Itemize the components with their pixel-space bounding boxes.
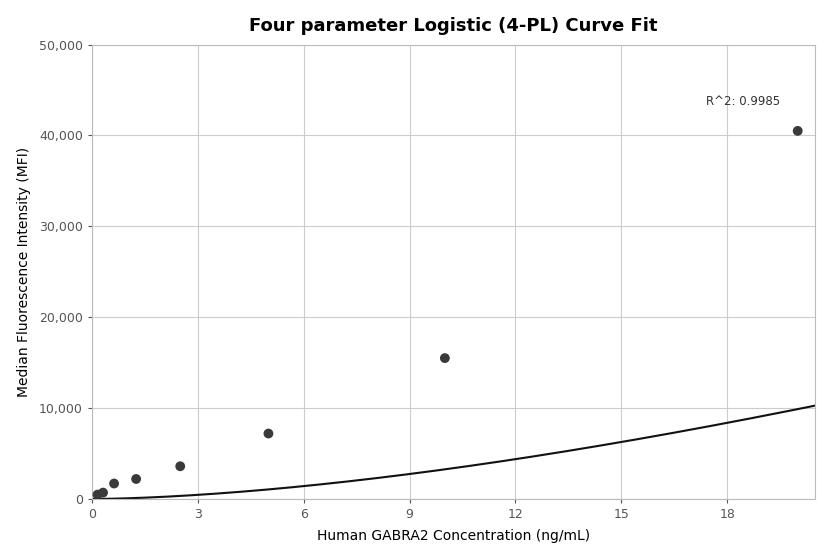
Point [107, 479, 121, 488]
Text: R^2: 0.9985: R^2: 0.9985 [706, 95, 780, 108]
Point [174, 462, 187, 471]
Point [791, 127, 805, 136]
Y-axis label: Median Fluorescence Intensity (MFI): Median Fluorescence Intensity (MFI) [17, 147, 31, 397]
Point [91, 490, 104, 499]
X-axis label: Human GABRA2 Concentration (ng/mL): Human GABRA2 Concentration (ng/mL) [317, 529, 590, 543]
Point [97, 488, 110, 497]
Title: Four parameter Logistic (4-PL) Curve Fit: Four parameter Logistic (4-PL) Curve Fit [250, 17, 658, 35]
Point [262, 429, 275, 438]
Point [438, 353, 452, 362]
Point [130, 474, 143, 483]
